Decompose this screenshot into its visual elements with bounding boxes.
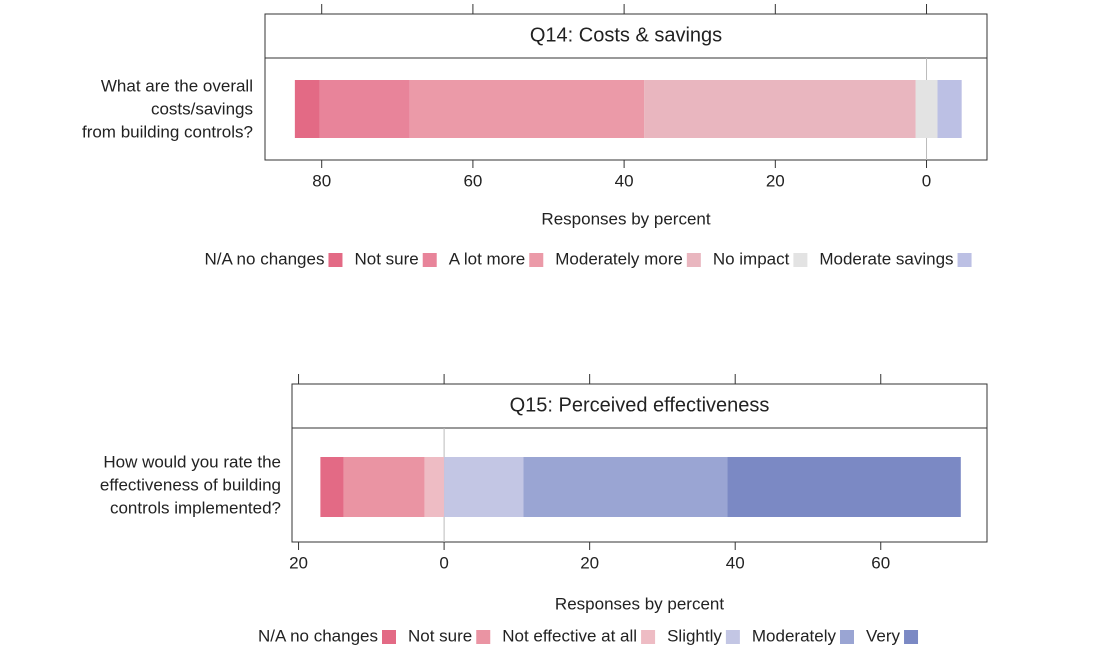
legend-label: Very (866, 626, 901, 645)
x-tick-label: 40 (726, 553, 745, 572)
legend-label: Slightly (667, 626, 722, 645)
legend-label: N/A no changes (204, 249, 324, 268)
question-label: What are the overall (101, 76, 253, 95)
legend-swatch (328, 253, 343, 267)
question-label: How would you rate the (103, 452, 281, 471)
legend-label: Moderate savings (819, 249, 953, 268)
legend-swatch (840, 630, 854, 644)
bar-segment (319, 80, 410, 138)
bar-segment (294, 80, 320, 138)
question-label: controls implemented? (110, 498, 281, 517)
x-tick-label: 20 (766, 171, 785, 190)
bar-segment (727, 457, 961, 517)
question-label: from building controls? (82, 122, 253, 141)
x-tick-label: 0 (439, 553, 448, 572)
bar-segment (343, 457, 425, 517)
legend-label: Not effective at all (502, 626, 637, 645)
x-tick-label: 60 (871, 553, 890, 572)
legend-swatch (422, 253, 437, 267)
x-tick-label: 20 (580, 553, 599, 572)
bar-segment (644, 80, 916, 138)
chart-title: Q15: Perceived effectiveness (510, 394, 770, 416)
chart-title: Q14: Costs & savings (530, 24, 722, 46)
legend-label: N/A no changes (258, 626, 378, 645)
legend-swatch (641, 630, 656, 644)
bar-segment (424, 457, 445, 517)
bar-segment (444, 457, 524, 517)
x-axis-label: Responses by percent (541, 209, 710, 228)
legend-label: Moderately (752, 626, 837, 645)
x-tick-label: 60 (463, 171, 482, 190)
legend-label: A lot more (449, 249, 526, 268)
bar-segment (409, 80, 645, 138)
question-label: costs/savings (151, 99, 253, 118)
x-tick-label: 40 (615, 171, 634, 190)
question-label: effectiveness of building (100, 475, 281, 494)
legend-swatch (529, 253, 544, 267)
bar-segment (523, 457, 728, 517)
legend-label: Moderately more (555, 249, 683, 268)
bar-segment (937, 80, 962, 138)
x-tick-label: 20 (289, 553, 308, 572)
legend-swatch (725, 630, 740, 644)
bar-segment (320, 457, 344, 517)
legend-swatch (957, 253, 972, 267)
bar-segment (915, 80, 938, 138)
legend-swatch (904, 630, 919, 644)
legend-swatch (686, 253, 701, 267)
legend-swatch (793, 253, 808, 267)
legend-label: Not sure (354, 249, 418, 268)
x-tick-label: 0 (922, 171, 931, 190)
x-tick-label: 80 (312, 171, 331, 190)
legend-label: No impact (713, 249, 790, 268)
legend-label: Not sure (408, 626, 472, 645)
legend-swatch (476, 630, 491, 644)
x-axis-label: Responses by percent (555, 594, 724, 613)
legend-swatch (382, 630, 396, 644)
